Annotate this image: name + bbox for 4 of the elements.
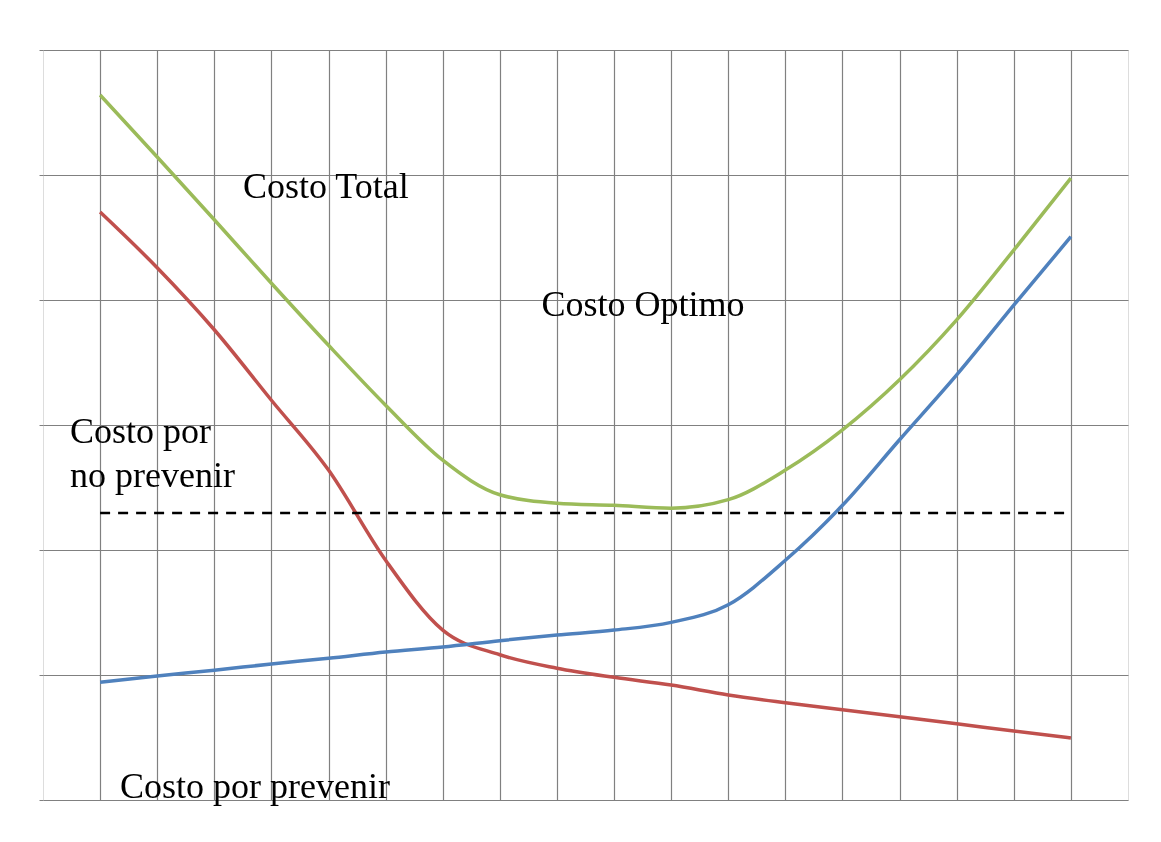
annotation: Costo Optimo xyxy=(541,284,745,324)
series-label: Costo Total xyxy=(243,166,409,206)
series-label: Costo por no prevenir xyxy=(70,411,235,495)
text: Costo por prevenir xyxy=(120,766,390,806)
